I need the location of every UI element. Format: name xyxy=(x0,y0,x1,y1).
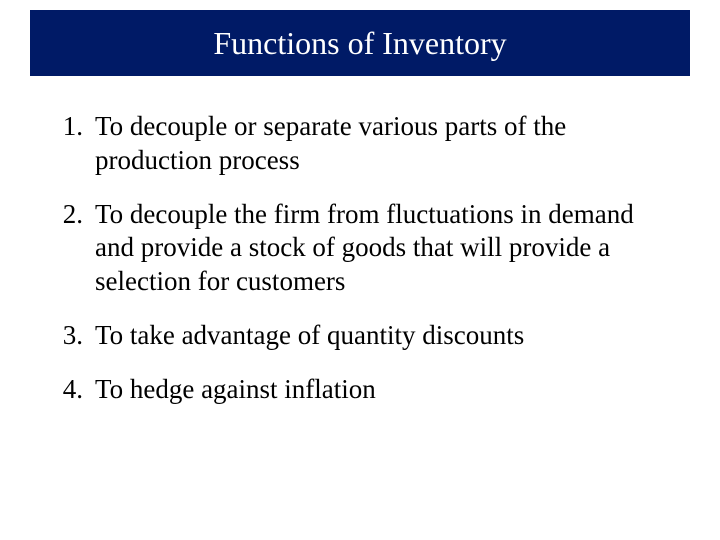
list-number-2: 2. xyxy=(55,198,95,299)
list-item: 2. To decouple the firm from fluctuation… xyxy=(55,198,665,299)
title-bar: Functions of Inventory xyxy=(30,10,690,76)
list-item: 3. To take advantage of quantity discoun… xyxy=(55,319,665,353)
list-text-2: To decouple the firm from fluctuations i… xyxy=(95,198,665,299)
list-text-1: To decouple or separate various parts of… xyxy=(95,110,665,178)
slide-title: Functions of Inventory xyxy=(213,25,506,62)
list-text-3: To take advantage of quantity discounts xyxy=(95,319,665,353)
list-number-3: 3. xyxy=(55,319,95,353)
list-number-1: 1. xyxy=(55,110,95,178)
list-item: 4. To hedge against inflation xyxy=(55,373,665,407)
slide-content: 1. To decouple or separate various parts… xyxy=(55,110,665,426)
list-number-4: 4. xyxy=(55,373,95,407)
list-item: 1. To decouple or separate various parts… xyxy=(55,110,665,178)
list-text-4: To hedge against inflation xyxy=(95,373,665,407)
